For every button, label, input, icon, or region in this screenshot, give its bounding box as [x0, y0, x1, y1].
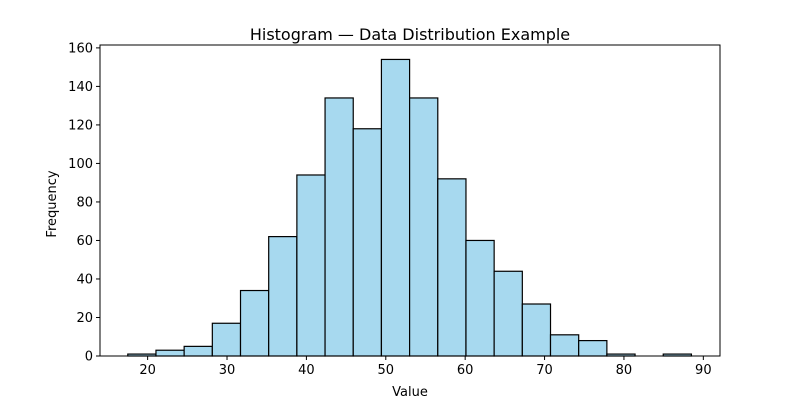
y-tick-label: 40: [76, 272, 93, 287]
plot-area-frame: [99, 44, 721, 357]
x-tick-label: 90: [695, 363, 712, 378]
histogram-bar: [549, 334, 580, 357]
x-tick-label: 30: [219, 363, 236, 378]
x-tick-label: 20: [139, 363, 156, 378]
x-tick-label: 50: [378, 363, 395, 378]
y-tick-label: 20: [76, 311, 93, 326]
histogram-bar: [296, 174, 326, 357]
y-tick-label: 160: [68, 41, 93, 56]
y-tick-label: 100: [68, 157, 93, 172]
x-tick-label: 40: [298, 363, 315, 378]
histogram-bars: [127, 58, 693, 357]
x-tick-label: 70: [536, 363, 553, 378]
histogram-bar: [465, 239, 495, 357]
histogram-bar: [437, 178, 467, 357]
histogram-bar: [183, 345, 213, 357]
y-tick-label: 120: [68, 118, 93, 133]
histogram-bar: [380, 58, 411, 357]
histogram-bar: [324, 97, 354, 357]
histogram-bar: [578, 339, 608, 357]
histogram-bar: [352, 128, 383, 357]
y-tick-label: 140: [68, 80, 93, 95]
histogram-bar: [211, 322, 242, 357]
y-tick-label: 60: [76, 234, 93, 249]
histogram-bar: [409, 97, 439, 357]
y-axis-label: Frequency: [45, 170, 60, 237]
chart-title: Histogram — Data Distribution Example: [250, 25, 570, 44]
histogram-bar: [521, 303, 552, 357]
histogram-bar: [493, 270, 523, 357]
y-tick-label: 0: [85, 350, 93, 365]
histogram-bar: [239, 289, 270, 357]
histogram-bar: [155, 349, 185, 357]
histogram-bar: [268, 236, 298, 357]
x-axis-label: Value: [392, 385, 428, 400]
y-tick-label: 80: [76, 195, 93, 210]
x-axis-ticks: 20 30 40 50 60 70 80 90: [139, 356, 712, 378]
x-tick-label: 80: [616, 363, 633, 378]
x-tick-label: 60: [457, 363, 474, 378]
y-axis-ticks: 0 20 40 60 80 100 120 140 160: [68, 41, 100, 365]
